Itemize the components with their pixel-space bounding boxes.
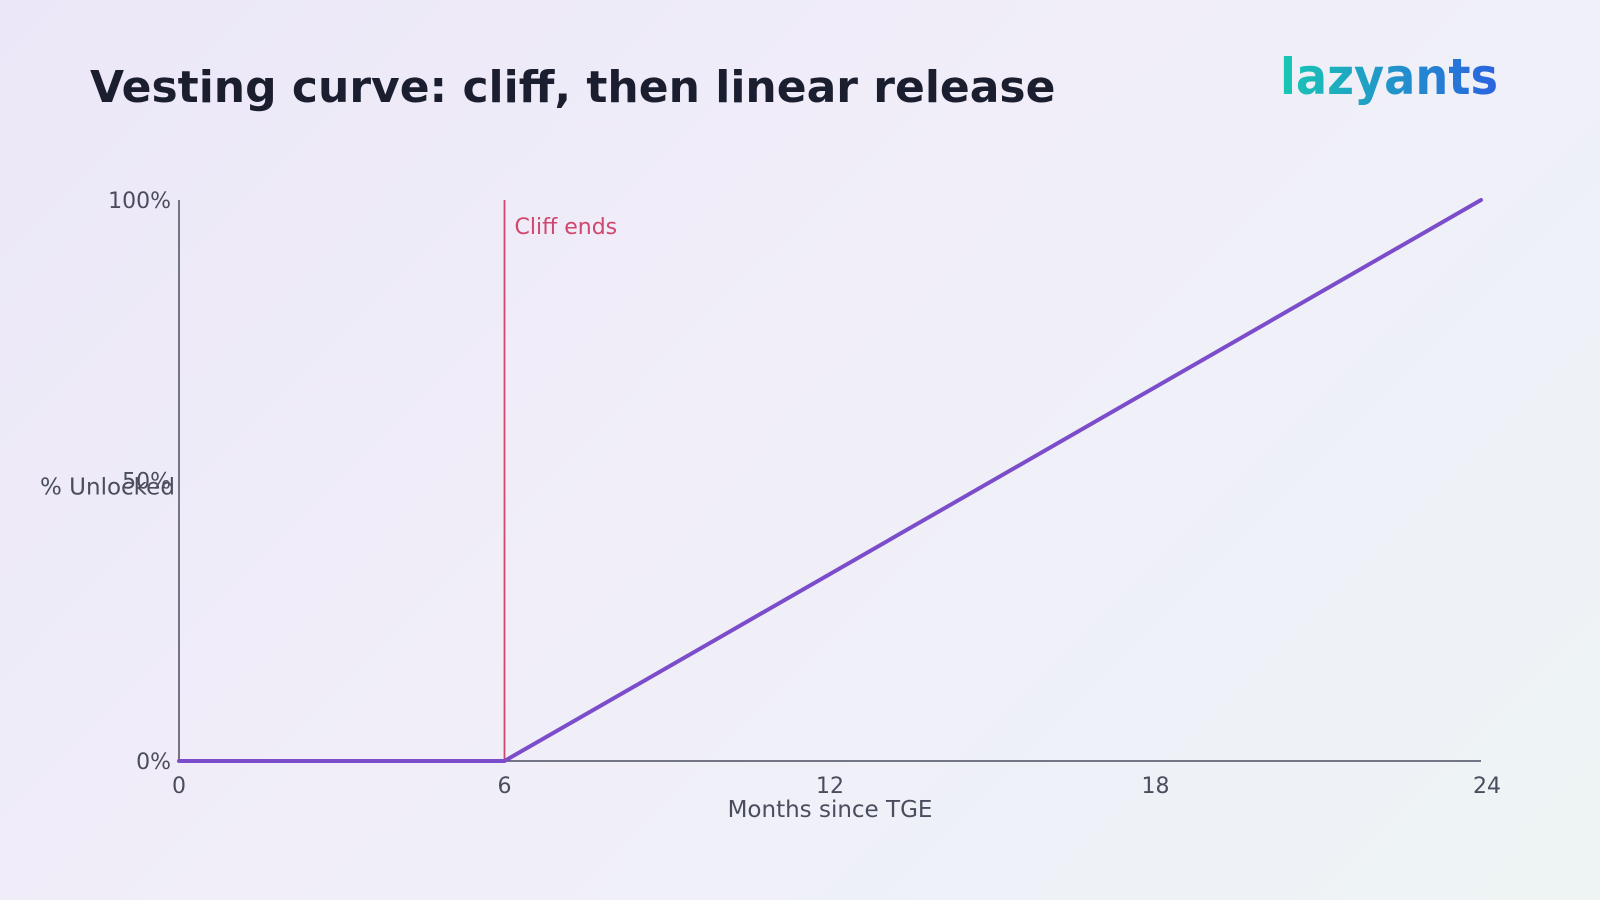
series-layer xyxy=(177,198,1483,763)
x-tick-label: 12 xyxy=(816,774,844,799)
cliff-marker-label: Cliff ends xyxy=(515,215,618,240)
y-tick-label: 50% xyxy=(122,470,171,495)
brand-logo: lazyants xyxy=(1280,48,1498,106)
y-tick-label: 0% xyxy=(136,750,171,775)
x-tick-label: 6 xyxy=(498,774,512,799)
vesting-series-line xyxy=(177,198,1483,763)
x-axis-title: Months since TGE xyxy=(728,797,933,823)
y-tick-label: 100% xyxy=(108,189,171,214)
page-title: Vesting curve: cliff, then linear releas… xyxy=(90,62,1056,113)
axes xyxy=(178,200,1481,762)
brand-logo-text: lazyants xyxy=(1280,48,1498,106)
labels: 0% 50% 100% 0 6 12 18 24 Months since TGE % Unloc… xyxy=(40,189,1501,823)
x-tick-label: 24 xyxy=(1473,774,1501,799)
x-tick-label: 0 xyxy=(172,774,186,799)
annotations: Cliff ends xyxy=(503,200,618,761)
x-tick-label: 18 xyxy=(1142,774,1170,799)
y-axis-title: % Unlocked xyxy=(40,475,175,501)
